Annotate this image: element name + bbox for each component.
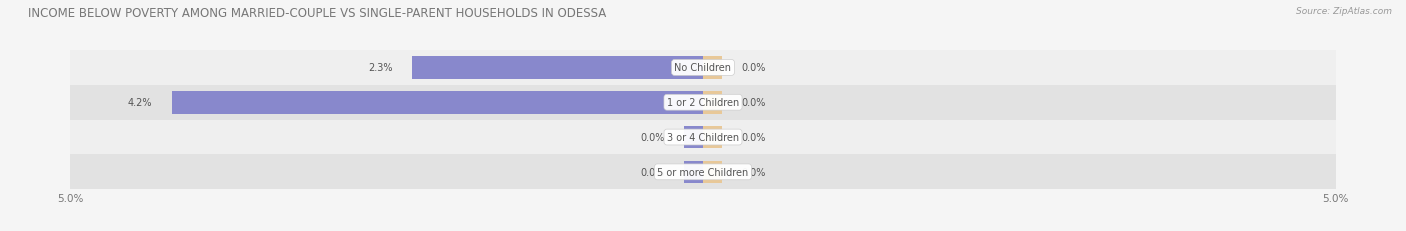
Bar bbox=[70, 120, 1336, 155]
Text: 2.3%: 2.3% bbox=[368, 63, 392, 73]
Bar bbox=[70, 85, 1336, 120]
Text: 4.2%: 4.2% bbox=[128, 98, 152, 108]
Text: 0.0%: 0.0% bbox=[741, 167, 765, 177]
Text: No Children: No Children bbox=[675, 63, 731, 73]
Text: 0.0%: 0.0% bbox=[741, 63, 765, 73]
Text: 0.0%: 0.0% bbox=[741, 98, 765, 108]
Bar bbox=[685, 126, 703, 149]
Text: 5 or more Children: 5 or more Children bbox=[658, 167, 748, 177]
Text: 0.0%: 0.0% bbox=[741, 132, 765, 143]
Text: 0.0%: 0.0% bbox=[641, 132, 665, 143]
Bar bbox=[70, 155, 1336, 189]
Bar bbox=[703, 161, 723, 183]
Bar bbox=[703, 126, 723, 149]
Bar bbox=[685, 161, 703, 183]
Text: Source: ZipAtlas.com: Source: ZipAtlas.com bbox=[1296, 7, 1392, 16]
Bar bbox=[412, 57, 703, 79]
Bar bbox=[703, 57, 723, 79]
Text: 1 or 2 Children: 1 or 2 Children bbox=[666, 98, 740, 108]
Text: 3 or 4 Children: 3 or 4 Children bbox=[666, 132, 740, 143]
Bar bbox=[172, 91, 703, 114]
Bar bbox=[703, 91, 723, 114]
Bar bbox=[70, 51, 1336, 85]
Text: INCOME BELOW POVERTY AMONG MARRIED-COUPLE VS SINGLE-PARENT HOUSEHOLDS IN ODESSA: INCOME BELOW POVERTY AMONG MARRIED-COUPL… bbox=[28, 7, 606, 20]
Text: 0.0%: 0.0% bbox=[641, 167, 665, 177]
